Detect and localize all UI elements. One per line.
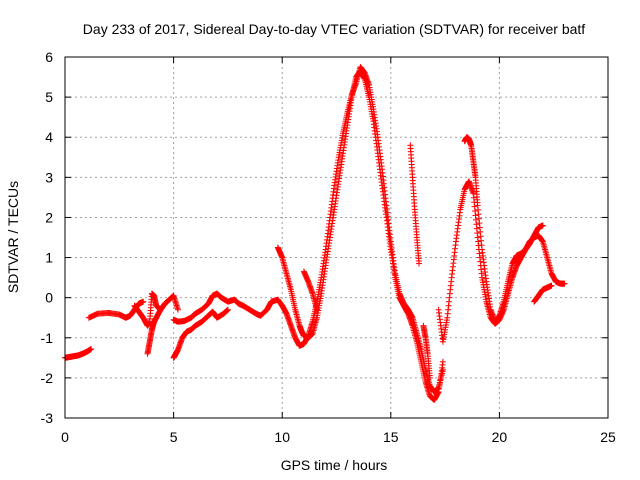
data-point bbox=[416, 260, 423, 267]
data-point bbox=[561, 280, 568, 287]
y-tick-label: -2 bbox=[41, 370, 54, 386]
data-point bbox=[88, 346, 95, 353]
x-tick-label: 5 bbox=[170, 429, 178, 445]
x-tick-label: 0 bbox=[61, 429, 69, 445]
y-tick-label: -3 bbox=[41, 410, 54, 426]
data-point bbox=[539, 222, 546, 229]
data-point bbox=[439, 358, 446, 365]
data-point bbox=[140, 298, 147, 305]
y-tick-label: 0 bbox=[45, 290, 53, 306]
data-point bbox=[224, 306, 231, 313]
data-points bbox=[62, 64, 568, 403]
data-point bbox=[548, 282, 555, 289]
y-tick-label: 6 bbox=[45, 49, 53, 65]
data-point bbox=[174, 306, 181, 313]
x-axis-label: GPS time / hours bbox=[281, 457, 388, 473]
tick-labels: 0 5 10 15 20 25 -3 -2 -1 0 1 2 3 4 5 6 bbox=[41, 49, 616, 445]
y-tick-label: 2 bbox=[45, 209, 53, 225]
y-axis-label: SDTVAR / TECUs bbox=[5, 181, 21, 293]
x-tick-label: 25 bbox=[600, 429, 616, 445]
y-tick-label: 3 bbox=[45, 169, 53, 185]
y-tick-label: 4 bbox=[45, 129, 53, 145]
data-point bbox=[439, 366, 446, 373]
y-tick-label: 5 bbox=[45, 89, 53, 105]
y-tick-label: 1 bbox=[45, 250, 53, 266]
x-tick-label: 20 bbox=[492, 429, 508, 445]
x-tick-label: 10 bbox=[274, 429, 290, 445]
x-tick-label: 15 bbox=[383, 429, 399, 445]
chart-title: Day 233 of 2017, Sidereal Day-to-day VTE… bbox=[83, 21, 586, 37]
data-point bbox=[313, 306, 320, 313]
data-point bbox=[426, 374, 433, 381]
y-tick-label: -1 bbox=[41, 330, 54, 346]
plot-frame bbox=[64, 56, 609, 419]
